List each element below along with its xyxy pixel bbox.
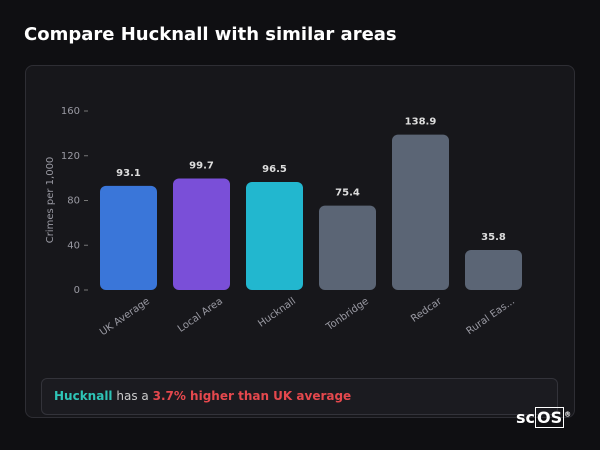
- bar: [465, 249, 522, 290]
- logo: sc OS ®: [516, 407, 572, 428]
- summary-text: has a: [116, 389, 149, 403]
- value-label: 93.1: [116, 168, 141, 179]
- value-label: 75.4: [335, 188, 360, 199]
- y-tick-label: 160: [61, 106, 80, 117]
- x-tick-label: Tonbridge: [324, 296, 371, 334]
- logo-boxed: OS: [535, 407, 565, 428]
- summary: Hucknall has a 3.7% higher than UK avera…: [41, 378, 558, 415]
- y-tick-label: 80: [67, 196, 80, 207]
- bar: [173, 178, 230, 290]
- x-tick-label: UK Average: [98, 296, 152, 338]
- value-label: 35.8: [481, 232, 506, 243]
- y-tick-label: 0: [74, 285, 80, 296]
- value-label: 99.7: [189, 160, 214, 171]
- value-label: 96.5: [262, 164, 287, 175]
- logo-prefix: sc: [516, 408, 536, 427]
- y-tick-label: 120: [61, 151, 80, 162]
- y-tick-label: 40: [67, 240, 80, 251]
- x-tick-label: Redcar: [409, 295, 444, 324]
- x-tick-label: Rural Eas...: [465, 296, 517, 337]
- logo-mark: ®: [564, 410, 572, 419]
- bar: [319, 205, 376, 290]
- y-axis-label: Crimes per 1,000: [45, 157, 56, 244]
- bar: [100, 185, 157, 290]
- page-title: Compare Hucknall with similar areas: [24, 24, 397, 45]
- value-label: 138.9: [405, 117, 437, 128]
- summary-area: Hucknall: [54, 389, 113, 403]
- x-tick-label: Local Area: [176, 296, 225, 335]
- bar: [246, 182, 303, 290]
- x-tick-label: Hucknall: [256, 296, 298, 330]
- summary-highlight: 3.7% higher than UK average: [152, 389, 352, 403]
- bar: [392, 134, 449, 290]
